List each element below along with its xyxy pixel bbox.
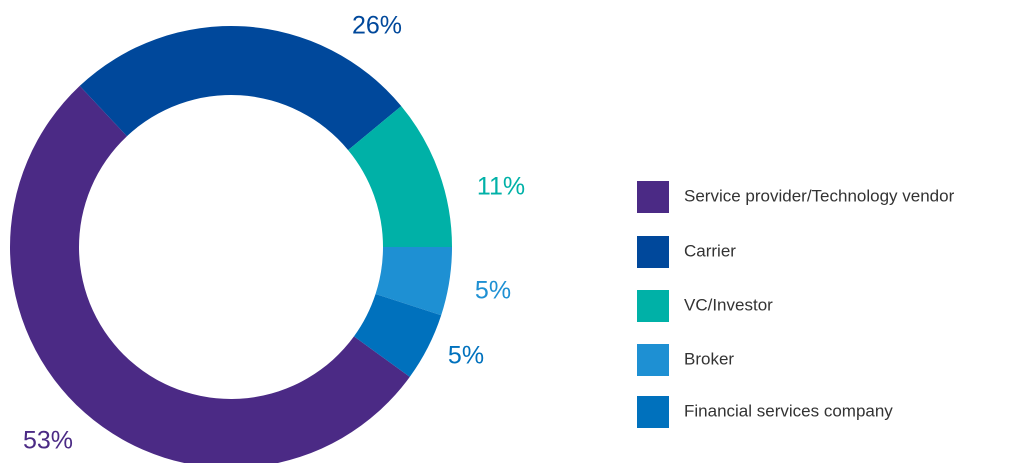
legend-swatch: [637, 344, 669, 376]
donut-segment: [79, 26, 402, 151]
donut-segment: [348, 106, 452, 247]
legend-label: VC/Investor: [684, 295, 773, 314]
value-label: 5%: [448, 342, 484, 370]
legend-swatch: [637, 236, 669, 268]
legend-swatch: [637, 396, 669, 428]
donut-segment: [353, 293, 442, 377]
legend-label: Financial services company: [684, 401, 893, 420]
value-label: 11%: [477, 173, 525, 201]
legend-label: Service provider/Technology vendor: [684, 186, 955, 205]
value-label: 53%: [23, 427, 73, 455]
value-label: 5%: [475, 277, 511, 305]
value-label: 26%: [352, 12, 402, 40]
legend-label: Broker: [684, 349, 734, 368]
legend-swatch: [637, 181, 669, 213]
legend-swatch: [637, 290, 669, 322]
legend-label: Carrier: [684, 241, 736, 260]
donut-segment: [10, 85, 410, 463]
donut-segment: [375, 247, 452, 316]
